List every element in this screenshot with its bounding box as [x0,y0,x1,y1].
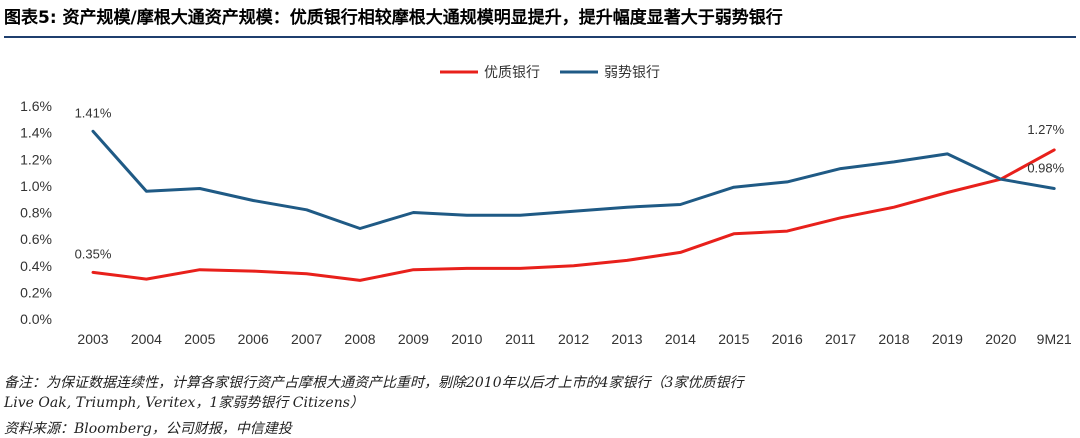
y-tick-label: 0.6% [20,231,52,247]
legend: 优质银行 弱势银行 [440,65,660,81]
x-tick-label: 2012 [558,331,589,347]
x-tick-label: 2017 [825,331,856,347]
legend-label: 优质银行 [484,65,540,81]
x-tick-label: 2014 [665,331,696,347]
x-axis: 2003 2004 2005 2006 2007 2008 2009 2010 2011 2012… [77,331,1071,347]
line-chart: 优质银行 弱势银行 0.0% 0.2% 0.4% 0.6% 0.8% 1.0% 1.2% 1.4… [20,65,1072,347]
x-tick-label: 2007 [291,331,322,347]
x-tick-label: 2010 [451,331,482,347]
y-tick-label: 0.4% [20,258,52,274]
y-tick-label: 1.4% [20,125,52,141]
y-tick-label: 0.8% [20,205,52,221]
footnote-line-2: Live Oak, Triumph, Veritex，1家弱势银行 Citize… [4,395,364,411]
y-tick-label: 0.0% [20,311,52,327]
legend-label: 弱势银行 [604,65,660,81]
footnote-line-1: 备注：为保证数据连续性，计算各家银行资产占摩根大通资产比重时，剔除2010年以后… [4,375,744,391]
series-line-1 [91,129,1056,230]
data-label: 1.27% [1027,122,1064,137]
x-tick-label: 2020 [985,331,1016,347]
y-tick-label: 1.2% [20,151,52,167]
x-tick-label: 2016 [772,331,803,347]
y-tick-label: 0.2% [20,284,52,300]
y-tick-label: 1.6% [20,98,52,114]
x-tick-label: 2003 [77,331,108,347]
x-tick-label: 9M21 [1037,331,1072,347]
x-tick-label: 2004 [131,331,162,347]
x-tick-label: 2015 [718,331,749,347]
x-tick-label: 2018 [878,331,909,347]
data-label: 1.41% [75,105,112,120]
title-underline [4,36,1076,38]
x-tick-label: 2006 [238,331,269,347]
data-label: 0.35% [75,246,112,261]
x-tick-label: 2011 [505,331,535,347]
x-tick-label: 2019 [932,331,963,347]
chart-title: 图表5: 资产规模/摩根大通资产规模：优质银行相较摩根大通规模明显提升，提升幅度… [4,8,783,28]
y-axis: 0.0% 0.2% 0.4% 0.6% 0.8% 1.0% 1.2% 1.4% 1.6% [20,98,52,327]
x-tick-label: 2008 [344,331,375,347]
x-tick-label: 2013 [611,331,642,347]
series-line-0 [91,148,1056,282]
x-tick-label: 2009 [398,331,429,347]
x-tick-label: 2005 [184,331,215,347]
source-note: 资料来源：Bloomberg，公司财报，中信建投 [4,421,292,437]
data-labels: 1.41% 0.35% 1.27% 0.98% [75,105,1065,261]
data-label: 0.98% [1027,161,1064,176]
y-tick-label: 1.0% [20,178,52,194]
series-lines [91,129,1056,282]
